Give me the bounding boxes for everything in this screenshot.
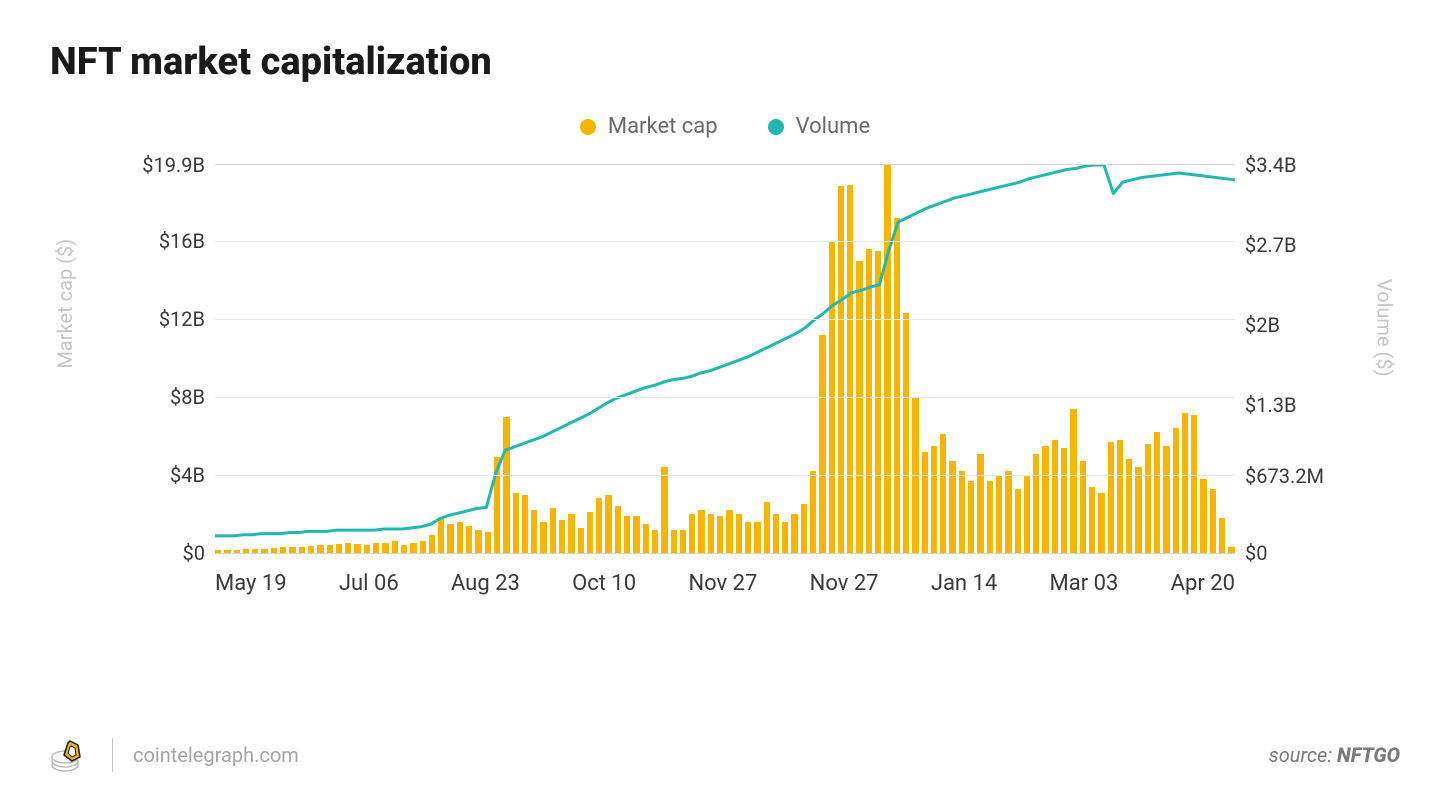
y-right-tick-label: $0: [1235, 541, 1267, 565]
footer-site: cointelegraph.com: [133, 743, 299, 767]
legend: Market cap Volume: [50, 114, 1400, 139]
legend-swatch-market-cap: [580, 119, 596, 135]
y-right-tick-label: $2B: [1235, 313, 1280, 337]
y-right-tick-label: $3.4B: [1235, 153, 1296, 177]
gridline: [215, 241, 1235, 242]
legend-label-volume: Volume: [796, 114, 871, 139]
x-tick-label: Nov 27: [810, 571, 879, 596]
footer-source: source: NFTGO: [1269, 743, 1400, 767]
gridline: [215, 397, 1235, 398]
x-axis-labels: May 19 Jul 06 Aug 23 Oct 10 Nov 27 Nov 27 Jan …: [215, 571, 1235, 596]
plot-region: May 19Jul 06Aug 23Oct 10Nov 27Nov 27Jan …: [215, 164, 1235, 554]
chart-title: NFT market capitalization: [50, 40, 1400, 84]
cointelegraph-logo-icon: [50, 737, 92, 773]
y-left-tick-label: $0: [183, 541, 215, 565]
gridline: [215, 475, 1235, 476]
y-right-axis-title: Volume ($): [1373, 279, 1397, 377]
y-left-tick-label: $16B: [159, 229, 215, 253]
x-tick-label: Apr 20: [1171, 571, 1235, 596]
y-left-tick-label: $8B: [170, 385, 215, 409]
footer: cointelegraph.com source: NFTGO: [50, 737, 1400, 773]
footer-source-prefix: source:: [1269, 743, 1337, 767]
gridline: [215, 319, 1235, 320]
legend-item-volume: Volume: [768, 114, 871, 139]
y-right-tick-label: $1.3B: [1235, 393, 1296, 417]
x-tick-label: Jul 06: [339, 571, 399, 596]
y-left-tick-label: $12B: [159, 307, 215, 331]
footer-left: cointelegraph.com: [50, 737, 299, 773]
x-tick-label: Aug 23: [451, 571, 520, 596]
x-tick-label: Oct 10: [572, 571, 636, 596]
volume-line: [215, 165, 1235, 536]
x-tick-label: May 19: [215, 571, 287, 596]
y-left-tick-label: $19.9B: [142, 153, 215, 177]
legend-label-market-cap: Market cap: [608, 114, 718, 139]
footer-divider: [112, 738, 113, 772]
footer-source-name: NFTGO: [1337, 743, 1400, 767]
y-left-tick-label: $4B: [170, 463, 215, 487]
legend-item-market-cap: Market cap: [580, 114, 718, 139]
chart-area: Market cap ($) Volume ($) May 19Jul 06Au…: [100, 154, 1350, 624]
x-tick-label: Nov 27: [688, 571, 757, 596]
y-right-tick-label: $2.7B: [1235, 233, 1296, 257]
y-left-axis-title: Market cap ($): [53, 239, 77, 369]
legend-swatch-volume: [768, 119, 784, 135]
line-series: [215, 165, 1235, 553]
y-right-tick-label: $673.2M: [1235, 464, 1324, 488]
x-tick-label: Mar 03: [1050, 571, 1119, 596]
x-tick-label: Jan 14: [931, 571, 997, 596]
